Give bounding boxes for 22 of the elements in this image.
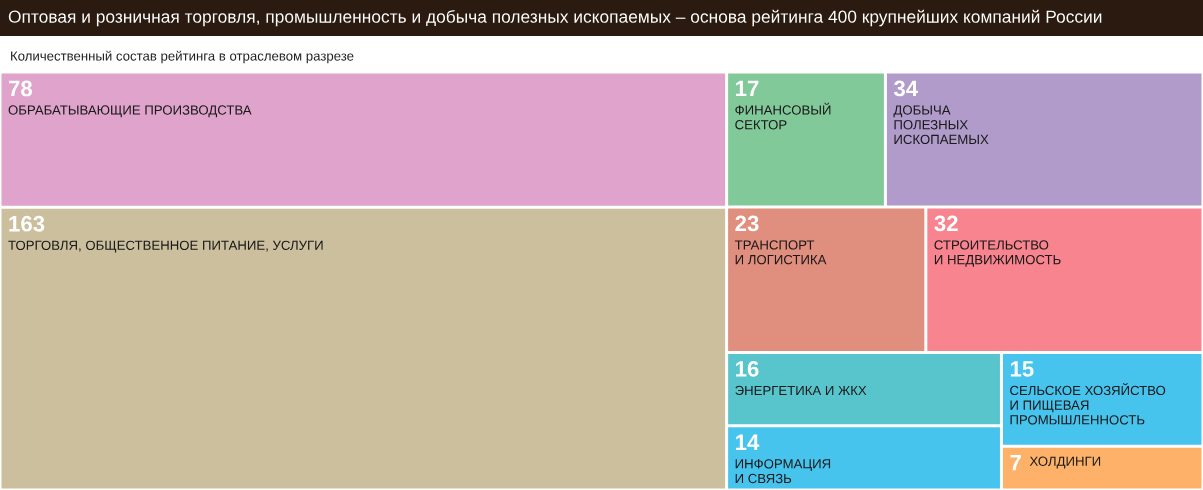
data-label: 17: [736, 80, 759, 97]
data-label: 32: [934, 215, 958, 232]
category-label: ТОРГОВЛЯ, ОБЩЕСТВЕННОЕ ПИТАНИЕ, УСЛУГИ: [8, 240, 323, 253]
data-label: 7: [1010, 455, 1021, 471]
data-label: 14: [736, 434, 760, 450]
text: Оптовая и розничная торговля, промышленность и добыча полезных ископаемых – основа рейтинга 400 крупнейших компаний России: [8, 9, 1102, 27]
category-label: ХОЛДИНГИ: [1029, 456, 1101, 469]
data-label: 15: [1010, 361, 1034, 377]
category-label: ИНФОРМАЦИЯ И СВЯЗЬ: [735, 459, 831, 484]
category-label: СЕЛЬСКОЕ ХОЗЯЙСТВО И ПИЩЕВАЯ ПРОМЫШЛЕННОСТЬ: [1010, 383, 1166, 425]
data-label: 34: [893, 80, 919, 97]
data-label: 78: [8, 80, 33, 97]
data-label: 163: [9, 215, 45, 232]
category-label: ОБРАБАТЫВАЮЩИЕ ПРОИЗВОДСТВА: [8, 105, 252, 118]
data-label: 16: [736, 361, 759, 377]
category-label: ЭНЕРГЕТИКА И ЖКХ: [735, 385, 867, 396]
category-label: ДОБЫЧА ПОЛЕЗНЫХ ИСКОПАЕМЫХ: [893, 105, 989, 145]
data-label: 23: [735, 215, 759, 232]
category-label: ТРАНСПОРТ И ЛОГИСТИКА: [734, 240, 827, 265]
text: Количественный состав рейтинга в отраслевом разрезе: [11, 50, 354, 64]
category-label: ФИНАНСОВЫЙ СЕКТОР: [735, 102, 831, 130]
category-label: СТРОИТЕЛЬСТВО И НЕДВИЖИМОСТЬ: [934, 240, 1061, 267]
